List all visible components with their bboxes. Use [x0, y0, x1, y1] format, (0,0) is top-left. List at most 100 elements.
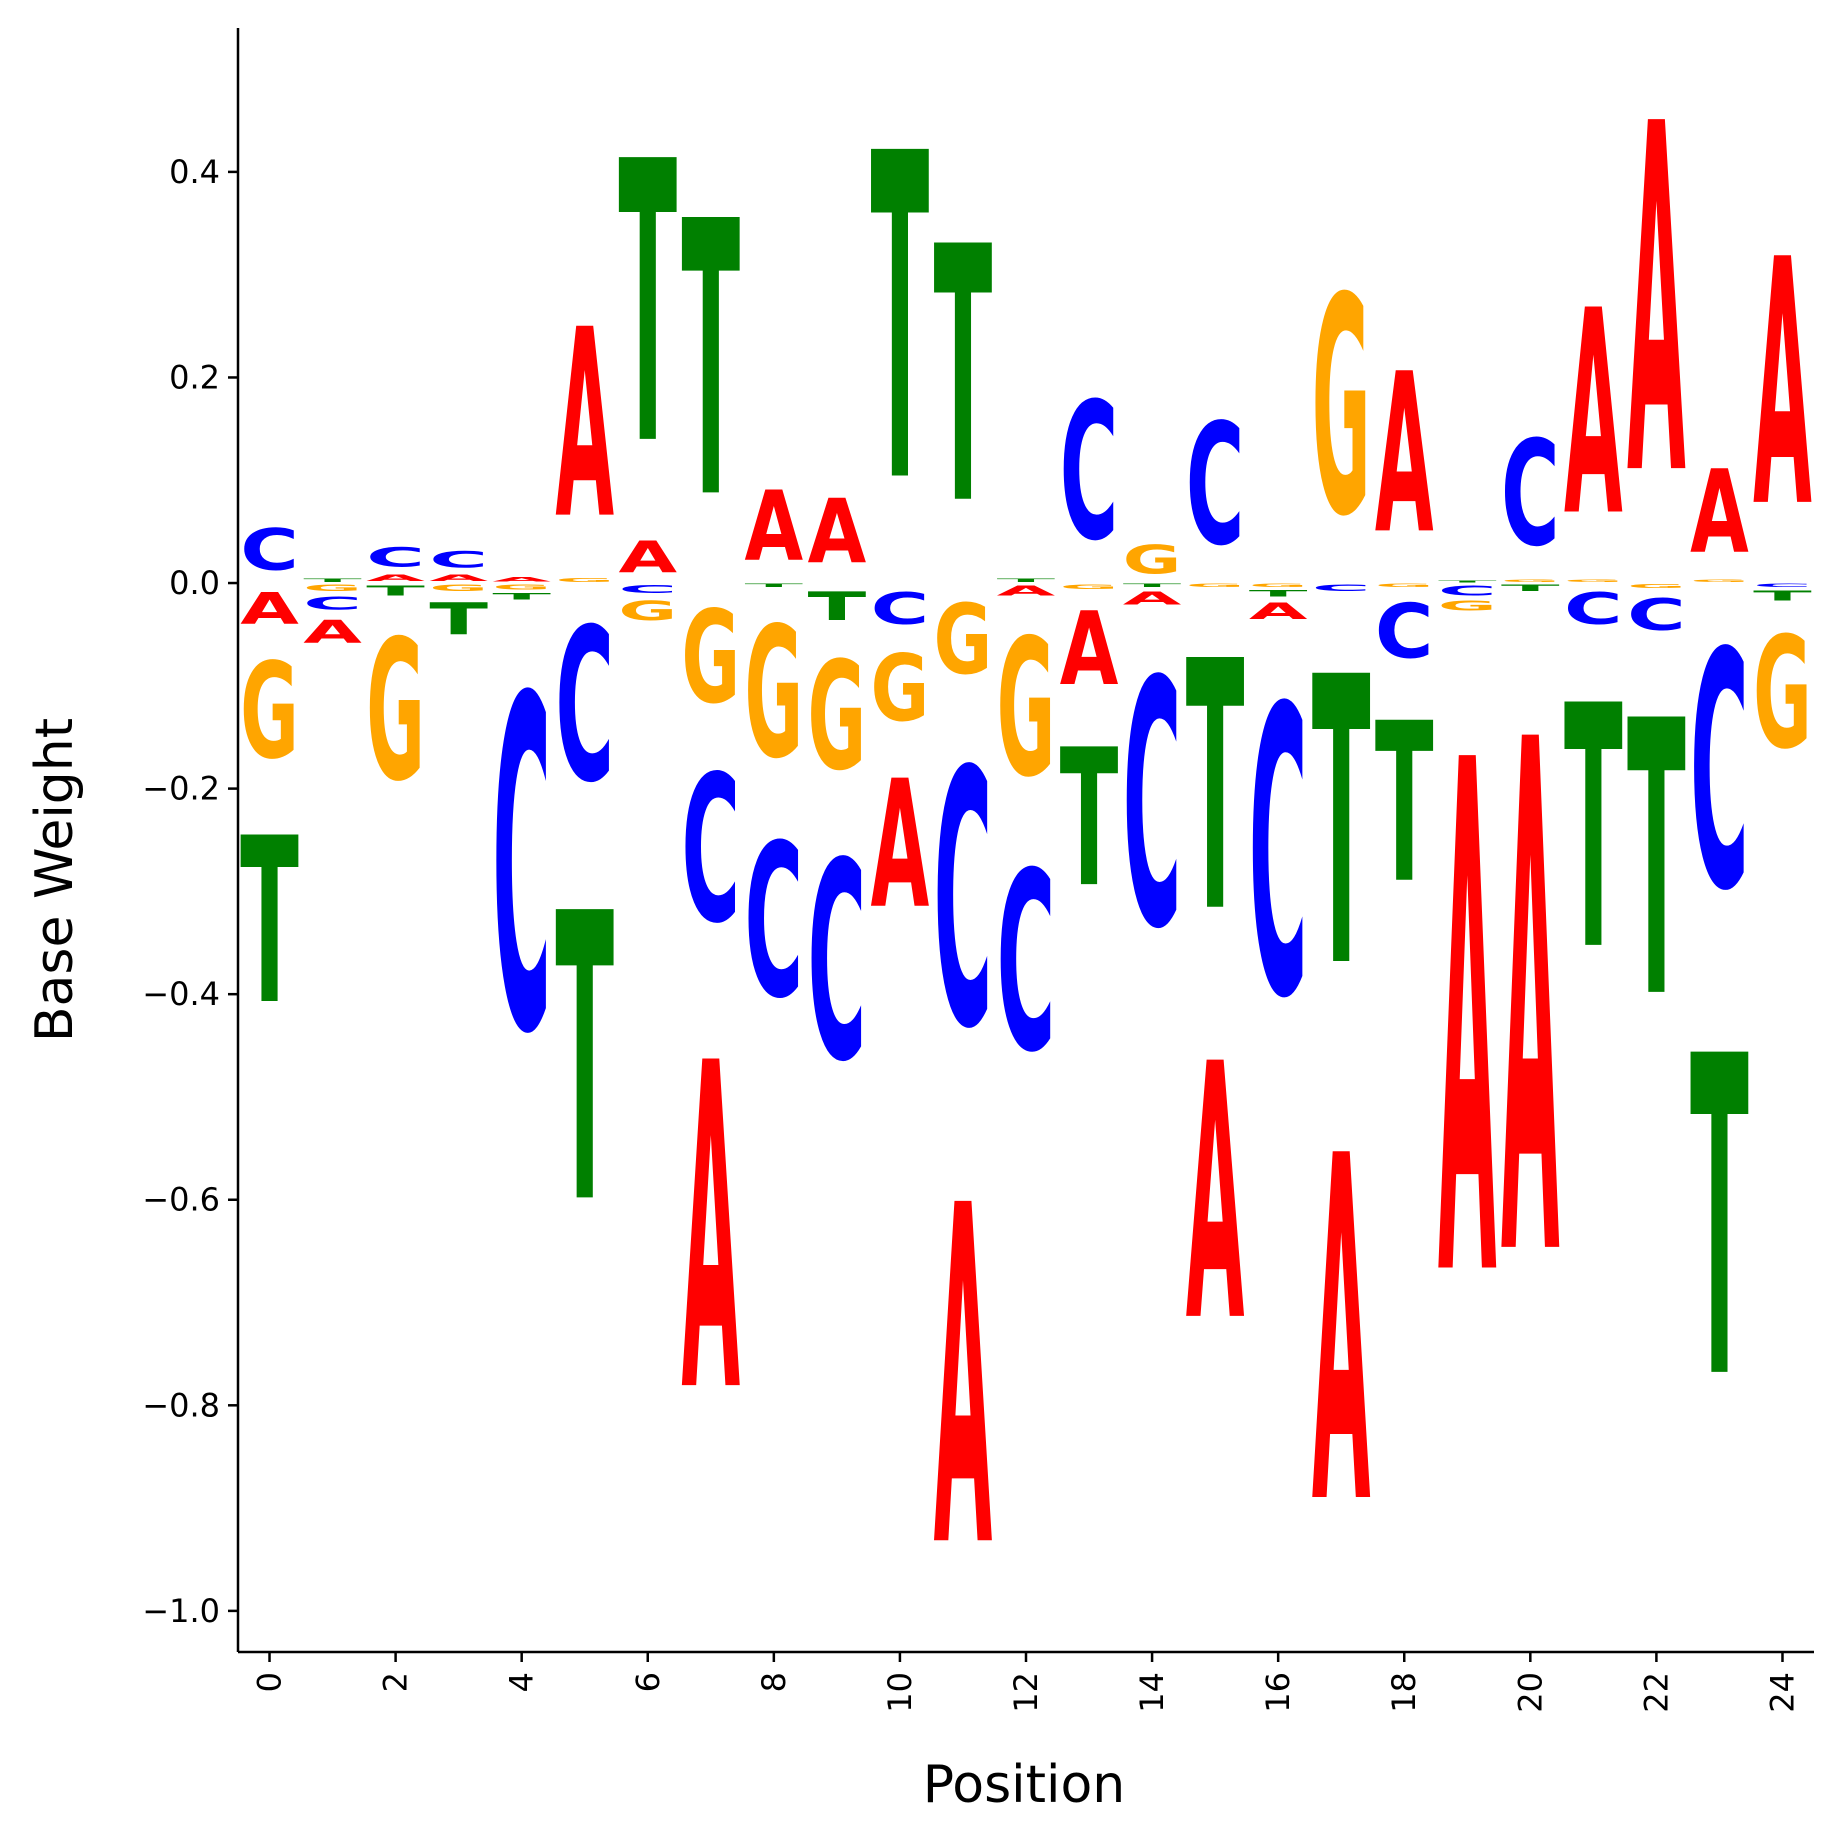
- x-tick-label: 24: [1763, 1672, 1801, 1713]
- logo-letter-G-pos-16: G: [1249, 583, 1308, 588]
- logo-letter-G-pos-3: G: [429, 583, 488, 593]
- logo-letter-T-pos-19: T: [1438, 580, 1497, 583]
- logo-letter-C-pos-11: C: [934, 697, 993, 1107]
- logo-letter-A-pos-23: A: [1690, 445, 1749, 578]
- logo-letter-T-pos-13: T: [1060, 709, 1119, 929]
- logo-letter-C-pos-9: C: [808, 806, 867, 1122]
- logo-letter-T-pos-4: T: [492, 591, 551, 601]
- logo-letter-T-pos-7: T: [681, 142, 740, 582]
- logo-letter-A-pos-11: A: [934, 1108, 993, 1651]
- logo-letter-A-pos-7: A: [681, 970, 740, 1492]
- logo-letter-A-pos-8: A: [745, 471, 804, 583]
- logo-letter-T-pos-8: T: [745, 583, 804, 588]
- logo-letter-G-pos-11: G: [934, 584, 993, 697]
- logo-letter-G-pos-18: G: [1375, 583, 1434, 588]
- logo-letter-A-pos-17: A: [1312, 1059, 1371, 1611]
- logo-letter-A-pos-9: A: [808, 482, 867, 584]
- logo-letter-T-pos-20: T: [1501, 583, 1560, 593]
- logo-letter-A-pos-14: A: [1123, 588, 1182, 608]
- logo-letter-C-pos-16: C: [1249, 626, 1308, 1086]
- x-tick-label: 6: [629, 1672, 667, 1692]
- logo-letter-C-pos-14: C: [1123, 609, 1182, 1003]
- logo-letter-C-pos-7: C: [681, 733, 740, 968]
- logo-letter-G-pos-8: G: [745, 590, 804, 799]
- y-tick-label: −0.8: [142, 1386, 220, 1424]
- logo-letter-G-pos-24: G: [1753, 605, 1812, 783]
- logo-letter-C-pos-5: C: [555, 583, 614, 829]
- logo-letter-A-pos-0: A: [240, 583, 299, 634]
- logo-letter-C-pos-20: C: [1501, 409, 1560, 579]
- logo-letter-T-pos-16: T: [1249, 588, 1308, 598]
- y-tick-label: 0.2: [169, 358, 220, 396]
- logo-letter-G-pos-1: G: [303, 583, 362, 593]
- y-tick-label: −1.0: [142, 1592, 220, 1630]
- logo-letter-C-pos-13: C: [1060, 363, 1119, 583]
- x-tick-label: 0: [251, 1672, 289, 1692]
- logo-letter-T-pos-15: T: [1186, 589, 1245, 988]
- logo-letter-C-pos-12: C: [997, 821, 1056, 1107]
- logo-letter-A-pos-1: A: [303, 614, 362, 650]
- logo-letter-C-pos-19: C: [1438, 583, 1497, 598]
- axes-layer: −1.0−0.8−0.6−0.4−0.20.00.20.4 0 2 4 6 8 10 12 1…: [142, 28, 1814, 1713]
- logo-letter-C-pos-2: C: [366, 543, 425, 574]
- logo-letter-T-pos-11: T: [934, 175, 993, 583]
- logo-letter-G-pos-17: G: [1312, 235, 1371, 583]
- x-tick-label: 12: [1007, 1672, 1045, 1713]
- logo-letter-G-pos-12: G: [997, 598, 1056, 819]
- logo-letter-A-pos-20: A: [1501, 595, 1560, 1413]
- logo-letter-C-pos-18: C: [1375, 589, 1434, 676]
- logo-letter-C-pos-0: C: [240, 518, 299, 584]
- logo-letter-G-pos-13: G: [1060, 583, 1119, 590]
- logo-letter-T-pos-18: T: [1375, 677, 1434, 932]
- logo-letter-T-pos-0: T: [240, 789, 299, 1055]
- logo-letter-C-pos-22: C: [1627, 590, 1686, 641]
- logo-letter-T-pos-1: T: [303, 578, 362, 583]
- x-tick-label: 18: [1385, 1672, 1423, 1713]
- logo-letter-C-pos-24: C: [1753, 583, 1812, 588]
- y-tick-label: −0.2: [142, 770, 220, 808]
- logo-letter-T-pos-21: T: [1564, 637, 1623, 1025]
- x-tick-label: 22: [1637, 1672, 1675, 1713]
- logo-letter-A-pos-5: A: [555, 276, 614, 577]
- logo-letter-T-pos-6: T: [618, 81, 677, 531]
- logo-letter-T-pos-23: T: [1690, 964, 1749, 1476]
- logo-letter-A-pos-12: A: [997, 583, 1056, 598]
- logo-letter-A-pos-22: A: [1627, 24, 1686, 581]
- x-tick-label: 8: [755, 1672, 793, 1692]
- logo-letter-G-pos-22: G: [1627, 583, 1686, 589]
- logo-letter-A-pos-3: A: [429, 573, 488, 583]
- glyph-layer: CAGTTGCAACTGACGTAGTCGACTATCGTGCAATGCATGC…: [240, 24, 1812, 1651]
- logo-letter-G-pos-7: G: [681, 584, 740, 732]
- logo-letter-C-pos-4: C: [492, 604, 551, 1135]
- logo-letter-A-pos-15: A: [1186, 990, 1245, 1399]
- logo-letter-G-pos-23: G: [1690, 579, 1749, 583]
- logo-letter-T-pos-9: T: [808, 583, 867, 629]
- logo-letter-C-pos-15: C: [1186, 389, 1245, 583]
- logo-letter-A-pos-24: A: [1753, 189, 1812, 582]
- logo-letter-G-pos-10: G: [871, 635, 930, 742]
- y-tick-label: 0.0: [169, 564, 220, 602]
- logo-letter-G-pos-2: G: [366, 600, 425, 824]
- logo-letter-T-pos-5: T: [555, 831, 614, 1291]
- logo-letter-C-pos-8: C: [745, 799, 804, 1045]
- y-tick-label: −0.4: [142, 975, 220, 1013]
- logo-letter-C-pos-6: C: [618, 583, 677, 595]
- logo-letter-G-pos-6: G: [618, 595, 677, 626]
- logo-letter-T-pos-22: T: [1627, 642, 1686, 1082]
- logo-letter-T-pos-2: T: [366, 583, 425, 598]
- logo-letter-T-pos-12: T: [997, 578, 1056, 583]
- logo-letter-A-pos-10: A: [871, 742, 930, 947]
- logo-letter-A-pos-19: A: [1438, 615, 1497, 1433]
- y-tick-label: −0.6: [142, 1181, 220, 1219]
- logo-letter-G-pos-4: G: [492, 583, 551, 591]
- logo-letter-A-pos-16: A: [1249, 599, 1308, 625]
- logo-letter-T-pos-10: T: [871, 62, 930, 583]
- x-tick-label: 4: [503, 1672, 541, 1692]
- logo-letter-C-pos-1: C: [303, 593, 362, 614]
- x-ticks: 0 2 4 6 8 10 12 14 16 18 20 22 24: [251, 1652, 1801, 1713]
- x-tick-label: 20: [1511, 1672, 1549, 1713]
- logo-letter-T-pos-3: T: [429, 594, 488, 645]
- logo-letter-C-pos-17: C: [1312, 583, 1371, 593]
